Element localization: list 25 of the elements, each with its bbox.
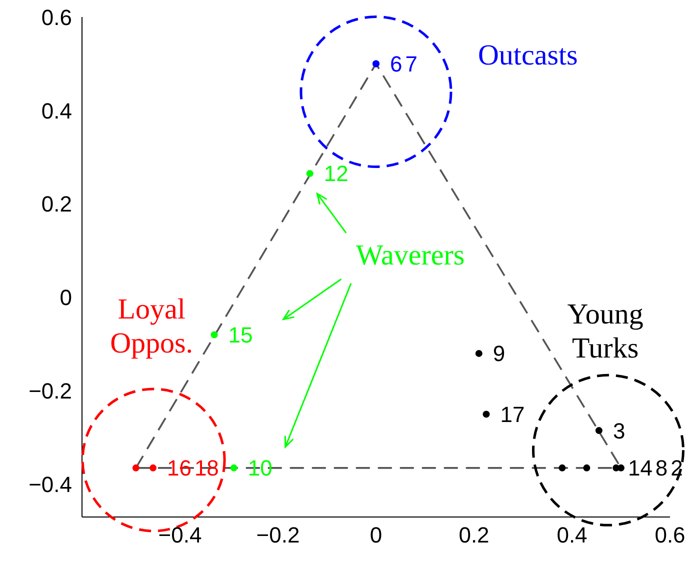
annotation: 9 [492,341,506,366]
y-tick-label: 0.4 [41,98,72,124]
annotation: Waverers [356,239,465,272]
annotation: Young Turks [567,298,644,364]
annotation: 14 [628,456,652,481]
x-tick-label: 0 [370,522,382,548]
x-tick-label: −0.2 [256,522,300,548]
x-tick-label: −0.4 [158,522,202,548]
annotation: 8 [655,456,668,481]
y-tick-label: 0 [60,285,72,310]
x-tick-label: 0.4 [556,522,588,548]
annotation: 7 [405,51,418,76]
y-tick-label: 0.2 [41,192,72,217]
y-tick-label: 0.6 [41,4,72,30]
x-tick-label: 0.2 [458,522,490,548]
annotation: Outcasts [478,39,578,72]
annotation: 15 [228,322,253,348]
x-tick-label: 0.6 [654,522,686,548]
annotation: 17 [500,402,525,427]
y-tick-label: −0.4 [28,472,72,498]
annotation: 3 [612,418,626,444]
annotation: Loyal Oppos. [110,293,194,360]
annotation: 6 [390,51,402,76]
annotation: 12 [324,161,348,186]
y-tick-label: −0.2 [28,378,72,404]
